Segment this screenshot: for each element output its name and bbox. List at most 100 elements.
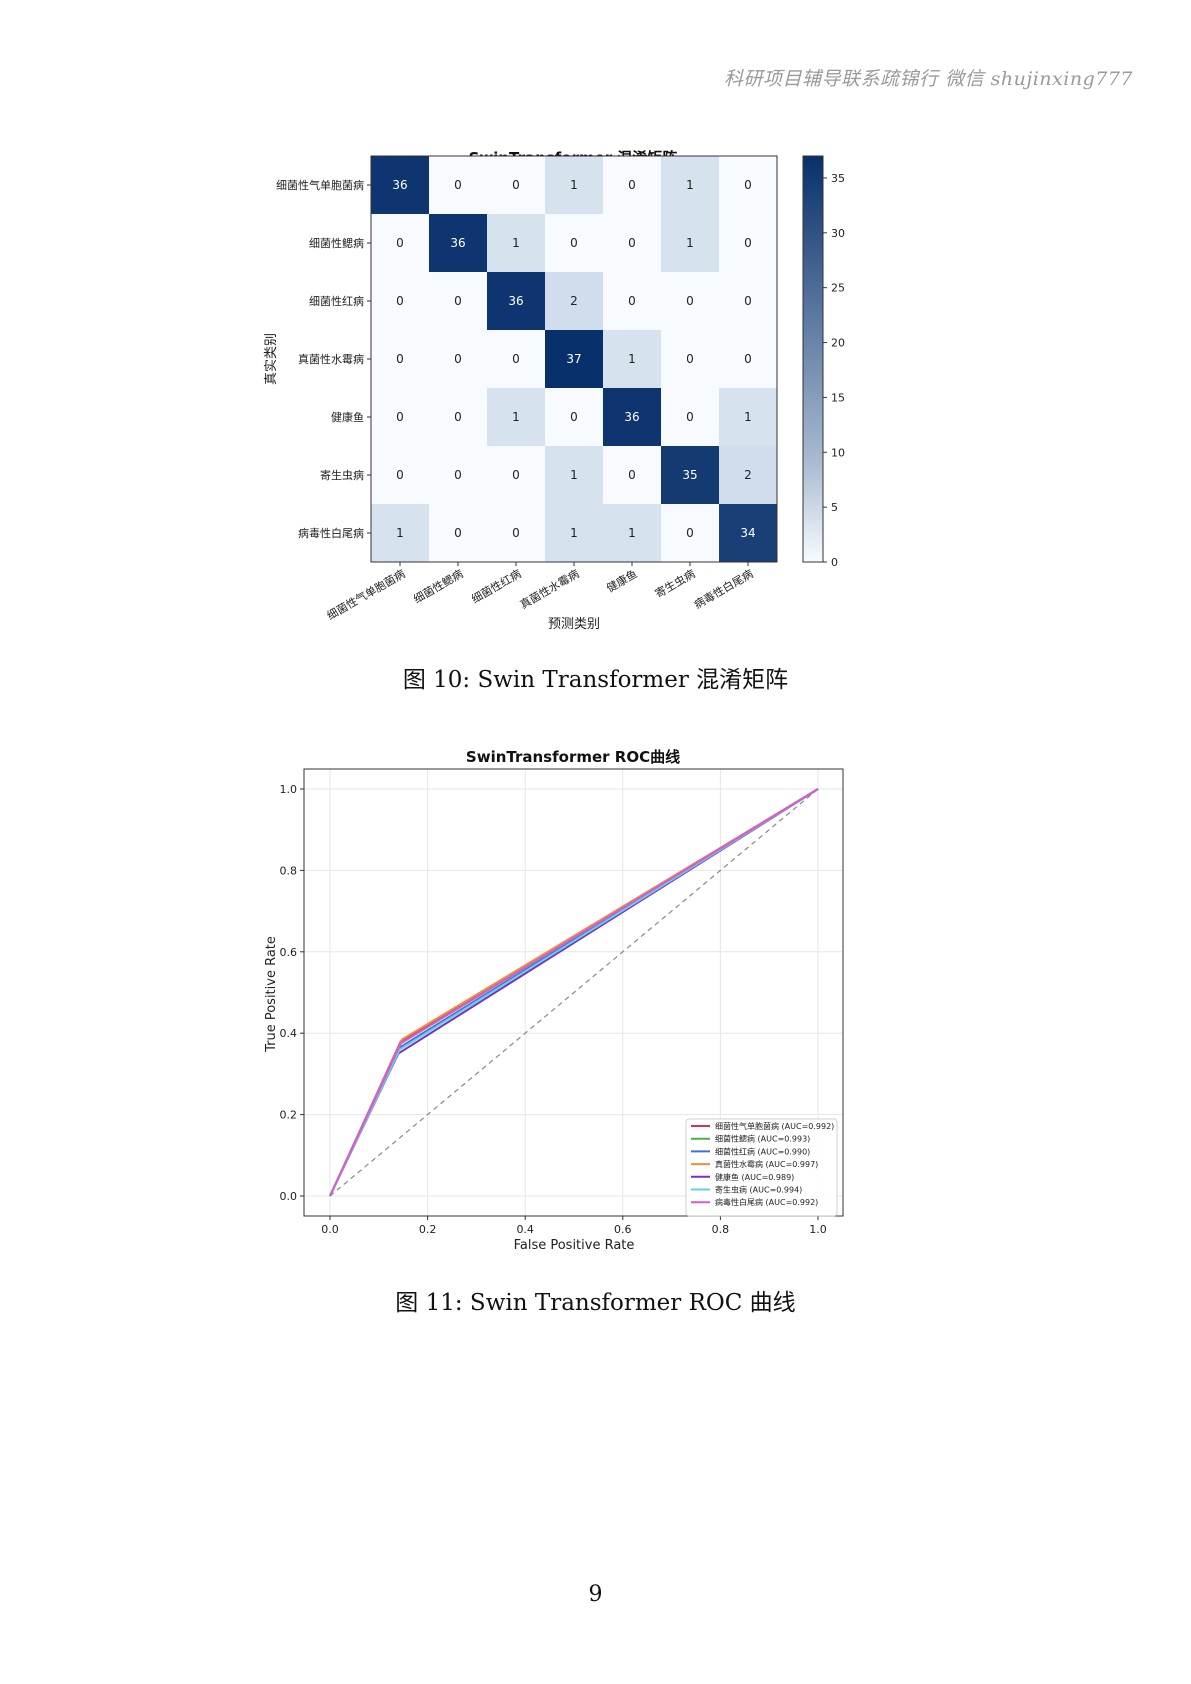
cm-value-r3-c6: 0 (744, 352, 752, 366)
cm-cell-r4-c5 (661, 388, 720, 447)
cm-cell-r3-c2 (487, 330, 546, 389)
cm-value-r0-c1: 0 (454, 178, 462, 192)
cm-xlabel-5: 寄生虫病 (652, 566, 697, 600)
cm-value-r4-c2: 1 (512, 410, 520, 424)
roc-series-line-5 (329, 788, 819, 1197)
cm-value-r4-c0: 0 (396, 410, 404, 424)
roc-legend-label-5: 寄生虫病 (AUC=0.994) (715, 1185, 802, 1195)
cm-value-r1-c0: 0 (396, 236, 404, 250)
roc-series-line-4 (329, 788, 819, 1197)
roc-diagonal-line (329, 788, 819, 1197)
roc-legend-label-4: 健康鱼 (AUC=0.989) (715, 1172, 794, 1182)
cm-cell-r4-c1 (429, 388, 488, 447)
cm-cell-r2-c0 (371, 272, 430, 331)
cm-ylabel-0: 细菌性气单胞菌病 (276, 178, 364, 192)
cm-value-r3-c3: 37 (566, 352, 581, 366)
cm-cell-r6-c1 (429, 504, 488, 563)
cm-value-r0-c6: 0 (744, 178, 752, 192)
cm-value-r5-c1: 0 (454, 468, 462, 482)
cm-value-r6-c6: 34 (740, 526, 755, 540)
cm-cell-r4-c4 (603, 388, 662, 447)
cm-value-r3-c4: 1 (628, 352, 636, 366)
cm-cell-r6-c4 (603, 504, 662, 563)
cm-value-r2-c2: 36 (508, 294, 523, 308)
roc-legend-label-3: 真菌性水霉病 (AUC=0.997) (715, 1159, 818, 1169)
cm-ylabel-3: 真菌性水霉病 (298, 352, 364, 366)
roc-ytick-label-5: 1.0 (280, 783, 298, 796)
roc-xtick-label-0: 0.0 (321, 1223, 339, 1236)
cm-xlabel: 预测类别 (548, 617, 600, 632)
cm-cell-r5-c3 (545, 446, 604, 505)
cm-value-r2-c0: 0 (396, 294, 404, 308)
cm-cell-r4-c2 (487, 388, 546, 447)
figure-10-caption: 图 10: Swin Transformer 混淆矩阵 (402, 667, 789, 693)
roc-legend-label-0: 细菌性气单胞菌病 (AUC=0.992) (715, 1121, 834, 1131)
cm-cell-r4-c0 (371, 388, 430, 447)
cm-value-r5-c0: 0 (396, 468, 404, 482)
roc-frame (303, 768, 844, 1217)
roc-ytick-label-4: 0.8 (280, 864, 298, 877)
cm-cell-r3-c6 (719, 330, 778, 389)
cm-xlabel-0: 细菌性气单胞菌病 (324, 566, 407, 622)
roc-ytick-label-0: 0.0 (280, 1190, 298, 1203)
roc-ytick-label-2: 0.4 (280, 1027, 298, 1040)
cm-cell-r6-c5 (661, 504, 720, 563)
cm-cell-r1-c2 (487, 214, 546, 273)
cm-cell-r5-c2 (487, 446, 546, 505)
cm-cell-r1-c1 (429, 214, 488, 273)
cm-cbar-label-6: 30 (831, 227, 845, 240)
cm-cell-r1-c6 (719, 214, 778, 273)
cm-value-r1-c5: 1 (686, 236, 694, 250)
cm-value-r4-c6: 1 (744, 410, 752, 424)
roc-xtick-label-4: 0.8 (712, 1223, 730, 1236)
cm-cell-r0-c2 (487, 156, 546, 215)
cm-cell-r5-c6 (719, 446, 778, 505)
cm-cell-r1-c3 (545, 214, 604, 273)
cm-cell-r2-c5 (661, 272, 720, 331)
cm-cell-r6-c6 (719, 504, 778, 563)
cm-xlabel-2: 细菌性红病 (469, 566, 524, 606)
cm-value-r0-c5: 1 (686, 178, 694, 192)
cm-cell-r2-c6 (719, 272, 778, 331)
cm-cbar-label-2: 10 (831, 446, 845, 459)
cm-ylabel-4: 健康鱼 (331, 410, 364, 424)
roc-ytick-label-1: 0.2 (280, 1109, 298, 1122)
roc-series-line-3 (329, 788, 819, 1197)
cm-value-r2-c3: 2 (570, 294, 578, 308)
cm-ylabel-6: 病毒性白尾病 (298, 526, 364, 540)
roc-series-line-2 (329, 788, 819, 1197)
cm-cell-r0-c5 (661, 156, 720, 215)
cm-cell-r6-c3 (545, 504, 604, 563)
cm-cell-r3-c5 (661, 330, 720, 389)
cm-cell-r0-c0 (371, 156, 430, 215)
cm-xlabel-3: 真菌性水霉病 (517, 566, 581, 611)
cm-cell-r1-c5 (661, 214, 720, 273)
cm-value-r5-c4: 0 (628, 468, 636, 482)
cm-cell-r1-c0 (371, 214, 430, 273)
cm-value-r6-c5: 0 (686, 526, 694, 540)
cm-value-r5-c2: 0 (512, 468, 520, 482)
roc-legend-label-6: 病毒性白尾病 (AUC=0.992) (715, 1197, 818, 1207)
cm-cell-r3-c1 (429, 330, 488, 389)
cm-xlabel-4: 健康鱼 (604, 566, 640, 595)
cm-value-r5-c3: 1 (570, 468, 578, 482)
cm-value-r4-c3: 0 (570, 410, 578, 424)
roc-legend-label-1: 细菌性鳃病 (AUC=0.993) (715, 1134, 810, 1144)
cm-value-r1-c3: 0 (570, 236, 578, 250)
cm-value-r6-c1: 0 (454, 526, 462, 540)
roc-title: SwinTransformer ROC曲线 (466, 748, 680, 766)
cm-cbar-label-3: 15 (831, 391, 845, 404)
cm-value-r1-c1: 36 (450, 236, 465, 250)
cm-value-r3-c1: 0 (454, 352, 462, 366)
cm-value-r0-c0: 36 (392, 178, 407, 192)
cm-value-r3-c5: 0 (686, 352, 694, 366)
cm-cbar-label-0: 0 (831, 556, 838, 569)
cm-ylabel-5: 寄生虫病 (320, 468, 364, 482)
cm-cell-r6-c0 (371, 504, 430, 563)
roc-legend: 细菌性气单胞菌病 (AUC=0.992) 细菌性鳃病 (AUC=0.993) 细菌性… (685, 1118, 838, 1217)
cm-cell-r3-c4 (603, 330, 662, 389)
roc-xtick-label-1: 0.2 (419, 1223, 437, 1236)
roc-series-line-1 (329, 788, 819, 1197)
cm-value-r0-c2: 0 (512, 178, 520, 192)
cm-value-r2-c4: 0 (628, 294, 636, 308)
